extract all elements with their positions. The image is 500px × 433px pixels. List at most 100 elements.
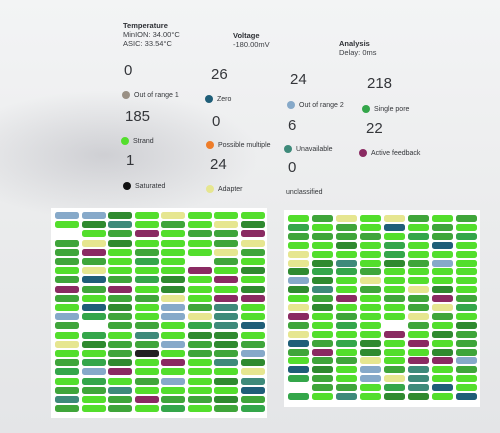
channel-well [312,321,333,329]
channel-well [55,212,79,219]
stat-legend-item: Out of range 2 [287,101,344,109]
stat-count: 0 [212,113,221,130]
channel-well [240,276,265,284]
channel-well [432,215,453,222]
channel-well [312,286,333,294]
channel-well [432,393,453,400]
channel-well [312,215,333,222]
channel-well [187,350,212,357]
channel-well [81,258,106,265]
channel-well [214,386,238,394]
channel-well [336,348,357,356]
channel-well [288,277,309,285]
channel-well [134,276,159,284]
channel-well [161,386,185,394]
asic-temperature: ASIC: 33.54°C [123,39,172,48]
channel-well [336,259,357,267]
channel-well [108,377,132,385]
channel-well [288,330,309,338]
stat-label: Strand [133,137,154,145]
channel-well [55,322,79,330]
channel-well [456,232,477,240]
channel-well [55,248,79,256]
channel-well [288,241,309,249]
channel-well [81,221,106,229]
channel-well [134,248,159,256]
channel-well [312,241,333,249]
channel-well [456,357,477,365]
channel-well [187,248,212,256]
channel-well [360,330,381,338]
channel-well [312,232,333,240]
channel-well [432,339,453,347]
channel-well [336,366,357,374]
channel-well [161,396,185,403]
channel-well [288,268,309,276]
channel-well [336,215,357,222]
channel-well [288,223,309,231]
channel-well [214,350,238,357]
channel-well [161,377,185,385]
channel-well [384,312,405,320]
channel-well [240,396,265,403]
channel-well [55,304,79,311]
channel-well [55,267,79,275]
channel-well [240,322,265,330]
channel-well [456,375,477,383]
channel-well [161,340,185,348]
channel-well [55,230,79,238]
channel-well [360,268,381,276]
channel-well [108,239,132,247]
channel-well [214,331,238,339]
channel-well [360,232,381,240]
channel-well [288,384,309,392]
channel-well [161,276,185,284]
channel-well [360,375,381,383]
channel-well [360,304,381,311]
channel-well [456,312,477,320]
channel-well [432,250,453,258]
channel-well [432,232,453,240]
channel-well [187,396,212,403]
channel-well [312,304,333,311]
channel-well [408,268,429,276]
channel-well [108,230,132,238]
channel-well [108,212,132,219]
channel-well [384,393,405,400]
channel-well [432,241,453,249]
channel-well [81,377,106,385]
channel-well [288,312,309,320]
channel-well [161,304,185,311]
channel-well [134,212,159,219]
minion-temperature: MinION: 34.00°C [123,30,180,39]
channel-well [108,221,132,229]
channel-well [312,366,333,374]
stat-legend-item: Unavailable [284,145,333,153]
channel-well [55,377,79,385]
stat-legend-item: Zero [205,95,231,103]
channel-well [408,223,429,231]
channel-well [384,357,405,365]
channel-well [336,277,357,285]
channel-well [108,258,132,265]
channel-well [55,331,79,339]
channel-well [384,366,405,374]
channel-well [240,405,265,413]
channel-well [288,215,309,222]
channel-well [384,215,405,222]
channel-well [408,250,429,258]
stat-count: 1 [126,152,135,169]
channel-well [55,368,79,376]
channel-well [288,366,309,374]
channel-well [408,295,429,303]
status-color-dot [123,182,131,190]
channel-well [240,221,265,229]
channel-well [384,268,405,276]
stat-label: Out of range 1 [134,91,179,99]
stat-count: 6 [288,117,297,134]
channel-well [134,230,159,238]
channel-well [108,285,132,293]
channel-well [312,268,333,276]
channel-well [214,267,238,275]
channel-well [408,375,429,383]
